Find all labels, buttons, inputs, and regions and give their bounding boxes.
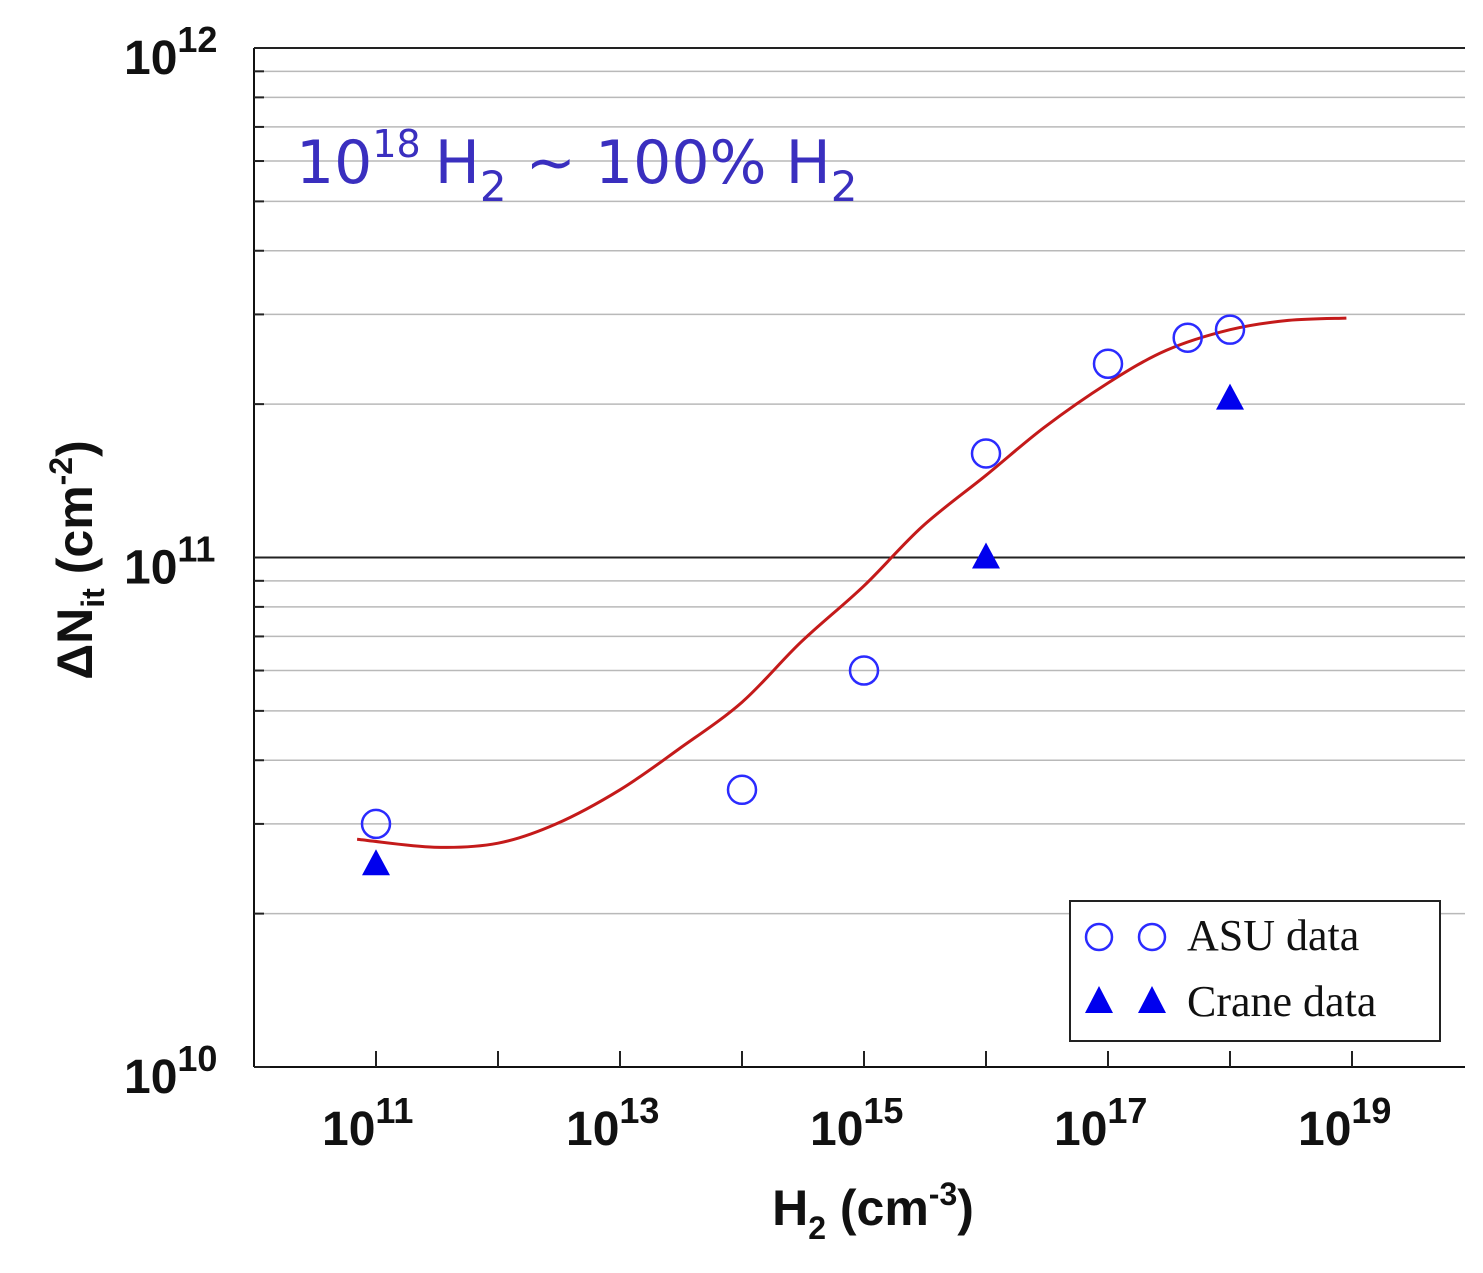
y-axis-title-unit-exp: -2 [43, 457, 79, 485]
annotation-base: 10 [296, 128, 372, 198]
legend-crane-marker-1 [1085, 986, 1113, 1013]
marker-layer [360, 314, 1246, 876]
asu-data-point [1092, 348, 1124, 380]
x-tick-label: 1019 [1298, 1090, 1391, 1156]
asu-data-point [1172, 322, 1203, 353]
grid [254, 47, 1465, 915]
y-tick-label: 1010 [124, 1038, 217, 1104]
legend-entry-asu: ASU data [1084, 911, 1359, 960]
x-axis-title-unit: (cm [826, 1180, 929, 1236]
x-tick-label-base: 10 [810, 1103, 863, 1156]
legend: ASU data Crane data [1069, 900, 1441, 1042]
x-tick-label-exp: 13 [619, 1090, 659, 1131]
annotation-middle: ~ 100% [507, 128, 786, 198]
x-tick-label-base: 10 [1298, 1103, 1351, 1156]
x-tick-label-base: 10 [566, 1103, 619, 1156]
x-tick-label-base: 10 [1054, 1103, 1107, 1156]
y-tick-label-exp: 10 [177, 1038, 217, 1079]
asu-data-point [360, 808, 392, 840]
x-tick-label: 1013 [566, 1090, 659, 1156]
chart-annotation: 1018 H2 ~ 100% H2 [296, 122, 857, 211]
x-axis-title-unit-close: ) [957, 1180, 974, 1236]
y-tick-label-base: 10 [124, 542, 177, 595]
y-tick-label-base: 10 [124, 32, 177, 85]
fit-curve-layer [356, 316, 1347, 849]
annotation-h-symbol: H [435, 128, 480, 198]
y-tick-label-exp: 11 [177, 529, 215, 570]
asu-data-point [1214, 314, 1246, 345]
crane-data-point [362, 849, 390, 876]
x-axis-title-sub: 2 [808, 1210, 826, 1246]
crane-data-point [972, 542, 1000, 569]
y-axis-title-main: ΔN [47, 608, 103, 680]
y-axis-title-unit-close: ) [47, 440, 103, 457]
x-tick-label-exp: 15 [863, 1090, 903, 1131]
fit-curve [356, 316, 1347, 849]
x-tick-label: 1011 [322, 1090, 413, 1156]
y-tick-label-base: 10 [124, 1051, 177, 1104]
y-tick-label-exp: 12 [177, 19, 217, 60]
legend-crane-marker-2 [1138, 986, 1166, 1013]
y-tick-label: 1012 [124, 19, 217, 85]
asu-data-point [970, 438, 1002, 469]
x-tick-label-exp: 17 [1107, 1090, 1147, 1131]
annotation-exponent: 18 [372, 122, 420, 166]
x-axis-title: H2 (cm-3) [772, 1176, 974, 1246]
x-axis-title-unit-exp: -3 [929, 1176, 957, 1212]
legend-box [1069, 900, 1441, 1042]
y-axis-title: ΔNit (cm-2) [43, 440, 111, 680]
y-axis-title-sub: it [75, 588, 111, 608]
x-axis-title-main: H [772, 1180, 808, 1236]
x-tick-label-exp: 11 [375, 1090, 413, 1131]
annotation-h-subscript: 2 [480, 162, 507, 211]
annotation-h-symbol-2: H [786, 128, 831, 198]
asu-data-point [848, 655, 880, 686]
y-axis-title-unit: (cm [47, 485, 103, 588]
crane-data-point [1216, 383, 1244, 410]
asu-data-point [726, 774, 758, 806]
legend-asu-marker-1 [1084, 922, 1114, 952]
x-tick-label-base: 10 [322, 1103, 375, 1156]
legend-crane-label: Crane data [1187, 977, 1376, 1026]
annotation-h-subscript-2: 2 [831, 162, 858, 211]
y-tick-label: 1011 [124, 529, 215, 595]
x-tick-label-exp: 19 [1351, 1090, 1391, 1131]
legend-asu-label: ASU data [1187, 911, 1359, 960]
x-tick-label: 1015 [810, 1090, 903, 1156]
legend-asu-marker-2 [1137, 922, 1167, 952]
legend-entry-crane: Crane data [1085, 977, 1376, 1026]
x-tick-label: 1017 [1054, 1090, 1147, 1156]
